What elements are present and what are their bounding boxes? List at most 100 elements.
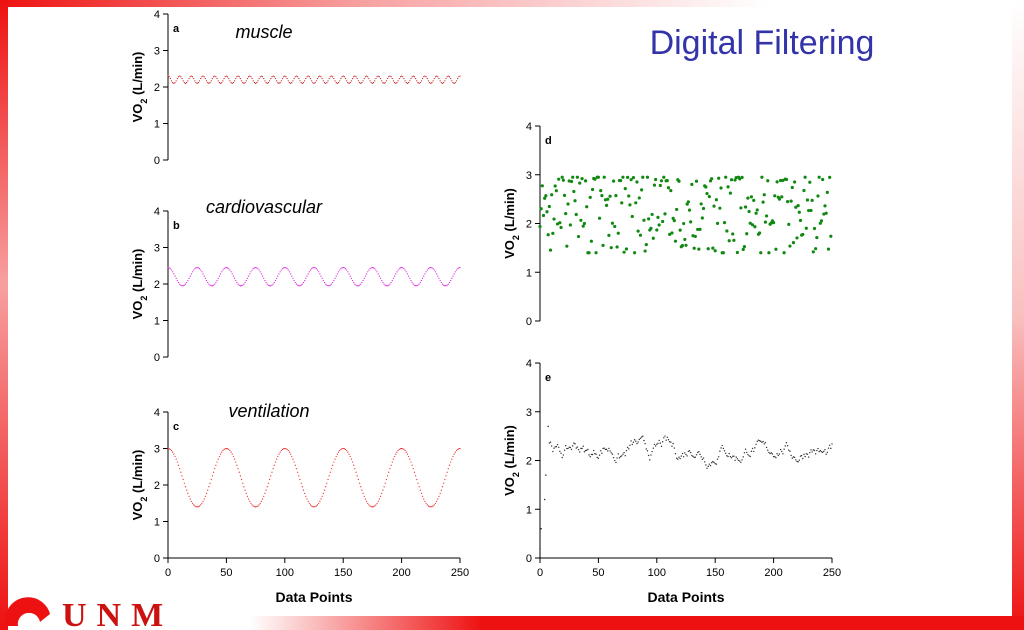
- data-point: [620, 201, 624, 205]
- data-point: [224, 76, 226, 78]
- data-point: [203, 498, 205, 500]
- data-point: [825, 453, 827, 455]
- data-point: [821, 451, 824, 454]
- data-point: [262, 76, 264, 78]
- data-point: [238, 284, 240, 286]
- data-point: [233, 80, 236, 82]
- data-point: [290, 273, 292, 275]
- data-point: [418, 82, 420, 84]
- data-point: [321, 277, 323, 280]
- data-point: [417, 82, 419, 84]
- data-point: [410, 77, 412, 80]
- chart-panel-a: 0 1 2 3 4 VO2 (L/min) a muscle: [130, 9, 461, 167]
- data-point: [385, 80, 388, 82]
- data-point: [357, 285, 359, 287]
- data-point: [663, 437, 665, 439]
- data-point: [349, 455, 351, 458]
- data-point: [729, 455, 732, 458]
- data-point: [669, 188, 673, 193]
- data-point: [807, 208, 811, 213]
- data-point: [686, 455, 688, 457]
- data-point: [733, 178, 737, 182]
- data-point: [342, 75, 344, 77]
- data-point: [739, 206, 743, 210]
- data-point: [319, 75, 321, 77]
- data-point: [186, 489, 188, 491]
- data-point: [566, 202, 570, 206]
- data-point: [260, 500, 263, 502]
- data-point: [335, 455, 337, 458]
- data-point: [276, 458, 278, 460]
- data-point: [219, 82, 222, 84]
- data-point: [778, 453, 781, 455]
- chart-panel-e: 0 1 2 3 4 0 50 100 150 200 250 VO2 (L/min) Data Poin…: [502, 358, 841, 605]
- data-point: [598, 454, 601, 456]
- data-point: [211, 475, 213, 477]
- x-tick-label: 200: [764, 567, 782, 579]
- x-tick-label: 250: [451, 567, 469, 579]
- data-point: [383, 82, 385, 84]
- data-point: [301, 82, 303, 84]
- data-point: [396, 271, 398, 273]
- data-point: [277, 275, 279, 277]
- data-point: [170, 269, 173, 271]
- data-point: [229, 269, 231, 271]
- data-point: [179, 283, 181, 285]
- data-point: [222, 449, 224, 452]
- data-point: [808, 180, 812, 184]
- data-point: [174, 455, 176, 458]
- data-point: [568, 446, 570, 448]
- data-point: [396, 451, 398, 453]
- data-point: [257, 505, 259, 507]
- data-point: [279, 271, 281, 273]
- data-point: [616, 457, 618, 459]
- unm-logo: UNM: [5, 597, 163, 630]
- data-point: [370, 506, 372, 508]
- data-point: [403, 268, 405, 270]
- data-point: [377, 75, 379, 77]
- data-point: [775, 180, 779, 184]
- data-point: [217, 80, 219, 82]
- data-point: [790, 185, 794, 190]
- data-point: [169, 77, 171, 80]
- data-point: [564, 445, 567, 447]
- data-point: [300, 284, 302, 286]
- data-point: [318, 76, 320, 78]
- data-point: [401, 447, 403, 450]
- data-point: [321, 495, 323, 497]
- data-point: [732, 238, 736, 242]
- data-point: [723, 450, 726, 452]
- data-point: [419, 82, 421, 84]
- data-point: [671, 445, 673, 447]
- data-point: [351, 279, 354, 282]
- data-point: [557, 446, 560, 448]
- data-point: [406, 453, 409, 455]
- data-point: [631, 443, 633, 446]
- data-point: [774, 456, 776, 458]
- data-point: [539, 207, 543, 211]
- data-point: [215, 464, 217, 466]
- data-point: [559, 225, 563, 230]
- data-point: [596, 456, 598, 459]
- data-point: [727, 239, 731, 243]
- data-point: [339, 449, 341, 452]
- data-point: [581, 224, 585, 228]
- data-point: [827, 447, 830, 449]
- data-point: [245, 80, 247, 82]
- data-point: [770, 452, 772, 454]
- data-point: [341, 267, 343, 269]
- data-point: [814, 453, 817, 455]
- data-point: [728, 452, 730, 455]
- data-point: [816, 449, 818, 452]
- data-point: [617, 453, 619, 455]
- data-point: [216, 461, 218, 463]
- data-point: [668, 232, 672, 236]
- data-point: [678, 228, 682, 232]
- data-point: [413, 471, 416, 473]
- data-point: [809, 208, 813, 213]
- data-point: [796, 460, 798, 463]
- data-point: [198, 268, 201, 270]
- data-point: [567, 447, 569, 450]
- data-point: [650, 212, 654, 217]
- data-point: [561, 178, 565, 182]
